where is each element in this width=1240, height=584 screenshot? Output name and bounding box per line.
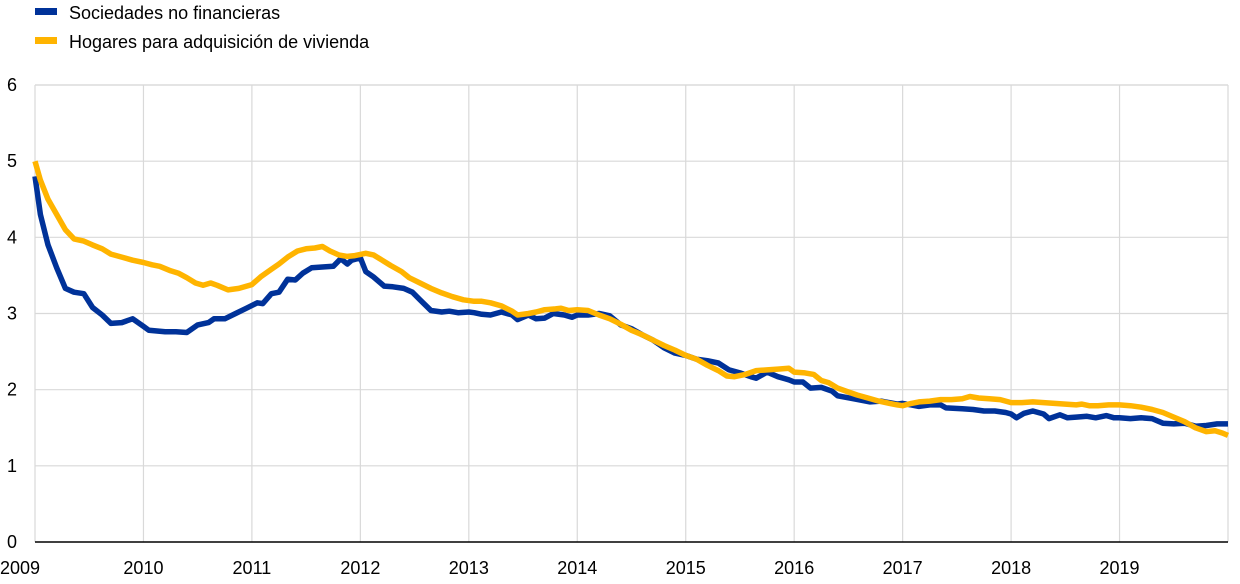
x-tick-label: 2009	[0, 558, 40, 578]
legend: Sociedades no financieras Hogares para a…	[35, 3, 370, 52]
x-tick-label: 2018	[991, 558, 1031, 578]
x-tick-label: 2011	[233, 558, 272, 578]
legend-label-sociedades: Sociedades no financieras	[69, 3, 280, 23]
y-tick-label: 5	[7, 151, 17, 171]
y-tick-label: 2	[7, 380, 17, 400]
x-tick-label: 2013	[449, 558, 489, 578]
x-tick-label: 2014	[557, 558, 597, 578]
x-tick-label: 2012	[340, 558, 380, 578]
y-tick-label: 6	[7, 75, 17, 95]
x-axis-labels: 2009 2010 2011 2012 2013 2014 2015 2016 2017 2018…	[0, 558, 1140, 578]
y-axis-labels: 0 1 2 3 4 5 6	[7, 75, 17, 552]
y-tick-label: 1	[7, 456, 17, 476]
legend-item-sociedades: Sociedades no financieras	[35, 3, 280, 23]
legend-swatch-hogares	[35, 37, 57, 44]
legend-label-hogares: Hogares para adquisición de vivienda	[69, 32, 370, 52]
plot-lines	[32, 160, 1230, 438]
y-tick-label: 0	[7, 532, 17, 552]
x-tick-label: 2010	[123, 558, 163, 578]
y-tick-label: 3	[7, 304, 17, 324]
y-tick-label: 4	[7, 227, 17, 247]
x-tick-label: 2015	[666, 558, 706, 578]
x-tick-label: 2016	[774, 558, 814, 578]
legend-item-hogares: Hogares para adquisición de vivienda	[35, 32, 370, 52]
series-line-hogares	[32, 160, 1230, 438]
x-tick-label: 2017	[883, 558, 923, 578]
x-tick-label: 2019	[1100, 558, 1140, 578]
legend-swatch-sociedades	[35, 8, 57, 15]
grid	[34, 84, 1229, 543]
series-line-sociedades	[32, 176, 1228, 429]
